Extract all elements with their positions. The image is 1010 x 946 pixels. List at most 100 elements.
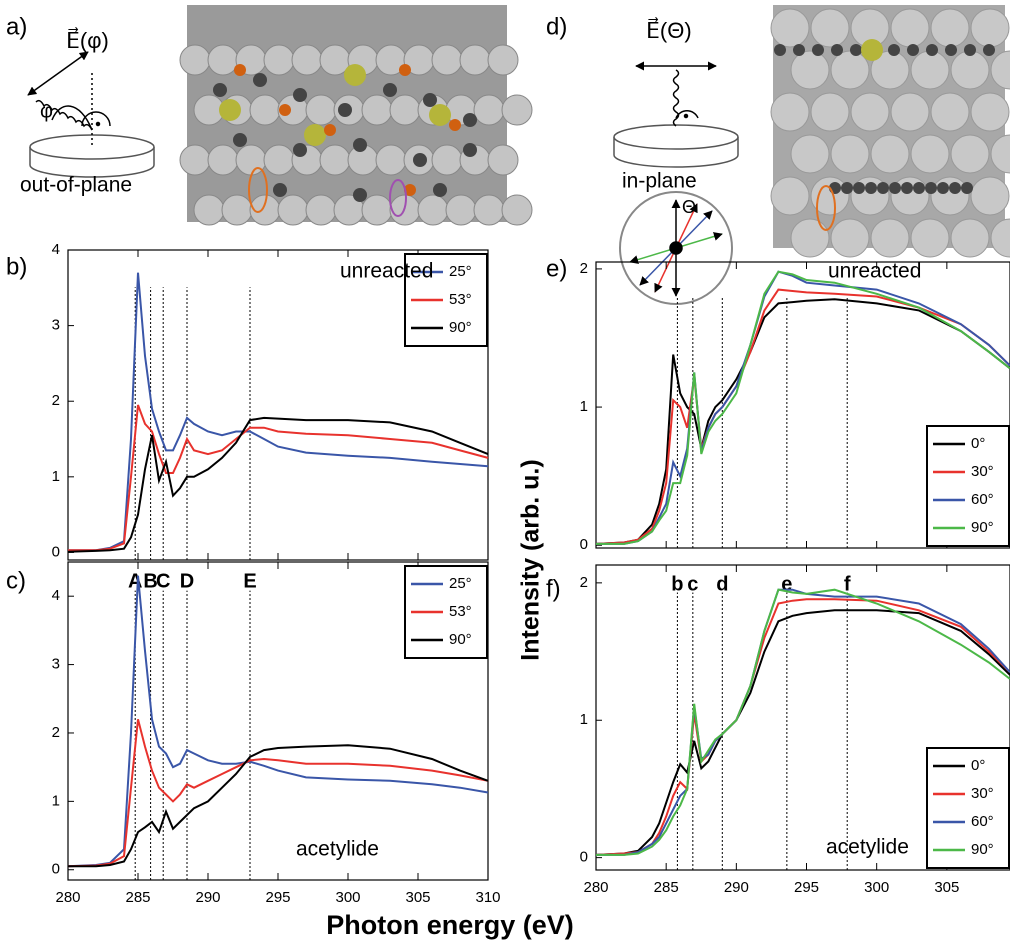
substrate-atom [870, 218, 910, 258]
marker-label: e [781, 573, 792, 595]
carbon-atom [793, 44, 805, 56]
carbon-atom [913, 182, 925, 194]
substrate-atom [970, 176, 1010, 216]
carbon-atom [413, 153, 427, 167]
y-tick-label: 1 [580, 398, 588, 415]
substrate-atom [221, 194, 253, 226]
substrate-atom [890, 92, 930, 132]
substrate-atom [473, 194, 505, 226]
carbon-atom [964, 44, 976, 56]
carbon-atom [463, 113, 477, 127]
substrate-atom [431, 44, 463, 76]
x-tick-label: 290 [195, 889, 220, 906]
substrate-atom [930, 8, 970, 48]
angle-label: Θ [682, 197, 696, 217]
substrate-atom [990, 50, 1010, 90]
substrate-atom [277, 194, 309, 226]
panel-label: c) [6, 567, 26, 594]
substrate-atom [193, 194, 225, 226]
panel-label: a) [6, 13, 27, 40]
substrate-atom [950, 218, 990, 258]
legend-label: 0° [971, 757, 985, 774]
substrate-atom [790, 134, 830, 174]
substrate-atom [770, 8, 810, 48]
substrate-atom [179, 144, 211, 176]
molecule-image [770, 5, 1010, 258]
y-axis-label: Intensity (arb. u.) [517, 459, 545, 660]
carbon-atom [353, 188, 367, 202]
annotation: unreacted [828, 260, 921, 283]
substrate-atom [207, 144, 239, 176]
substrate-atom [361, 194, 393, 226]
angle-label: φ [40, 100, 53, 122]
o-atom [399, 64, 411, 76]
x-tick-label: 285 [654, 879, 679, 896]
substrate-atom [207, 44, 239, 76]
series-line [596, 270, 1010, 545]
carbon-atom [233, 133, 247, 147]
annotation: acetylide [296, 838, 379, 861]
y-tick-label: 1 [580, 711, 588, 728]
carbon-atom [253, 73, 267, 87]
legend-label: 53° [449, 603, 472, 620]
y-tick-label: 0 [580, 536, 588, 553]
y-tick-label: 4 [52, 241, 60, 258]
carbon-atom [983, 44, 995, 56]
substrate-atom [263, 44, 295, 76]
carbon-atom [463, 143, 477, 157]
carbon-atom [901, 182, 913, 194]
x-tick-label: 295 [794, 879, 819, 896]
field-label: E⃗(Θ) [646, 17, 692, 43]
x-tick-label: 295 [265, 889, 290, 906]
substrate-atom [910, 50, 950, 90]
legend-label: 53° [449, 291, 472, 308]
field-label: E⃗(φ) [66, 27, 109, 53]
marker-label: b [671, 573, 683, 595]
substrate-atom [459, 44, 491, 76]
metal-atom [861, 39, 883, 61]
substrate-atom [790, 218, 830, 258]
y-tick-label: 1 [52, 468, 60, 485]
carbon-atom [907, 44, 919, 56]
caption: out-of-plane [20, 174, 132, 197]
annotation: acetylide [826, 836, 909, 859]
substrate-atom [319, 144, 351, 176]
carbon-atom [213, 83, 227, 97]
marker-label: f [844, 573, 851, 595]
metal-atom [344, 64, 366, 86]
plot-frame [595, 261, 1010, 549]
x-tick-label: 280 [55, 889, 80, 906]
metal-atom [429, 104, 451, 126]
carbon-atom [812, 44, 824, 56]
carbon-atom [433, 183, 447, 197]
legend-label: 30° [971, 463, 994, 480]
substrate-atom [305, 194, 337, 226]
panel-label: f) [546, 575, 561, 602]
substrate-atom [179, 44, 211, 76]
marker-label: E [243, 570, 256, 592]
substrate-atom [501, 194, 533, 226]
legend-label: 90° [971, 841, 994, 858]
carbon-atom [926, 44, 938, 56]
legend-label: 25° [449, 263, 472, 280]
substrate-atom [910, 134, 950, 174]
carbon-atom [877, 182, 889, 194]
carbon-atom [850, 44, 862, 56]
plot-frame [595, 564, 1010, 871]
substrate-atom [830, 134, 870, 174]
substrate-atom [970, 8, 1010, 48]
carbon-atom [293, 143, 307, 157]
carbon-atom [841, 182, 853, 194]
marker-label: B [143, 570, 157, 592]
metal-atom [219, 99, 241, 121]
x-tick-label: 300 [335, 889, 360, 906]
molecule-image [179, 5, 533, 226]
x-tick-label: 290 [724, 879, 749, 896]
carbon-atom [383, 83, 397, 97]
o-atom [404, 184, 416, 196]
substrate-atom [291, 44, 323, 76]
substrate-atom [930, 176, 970, 216]
legend-label: 60° [971, 491, 994, 508]
substrate-atom [305, 94, 337, 126]
substrate-atom [830, 50, 870, 90]
